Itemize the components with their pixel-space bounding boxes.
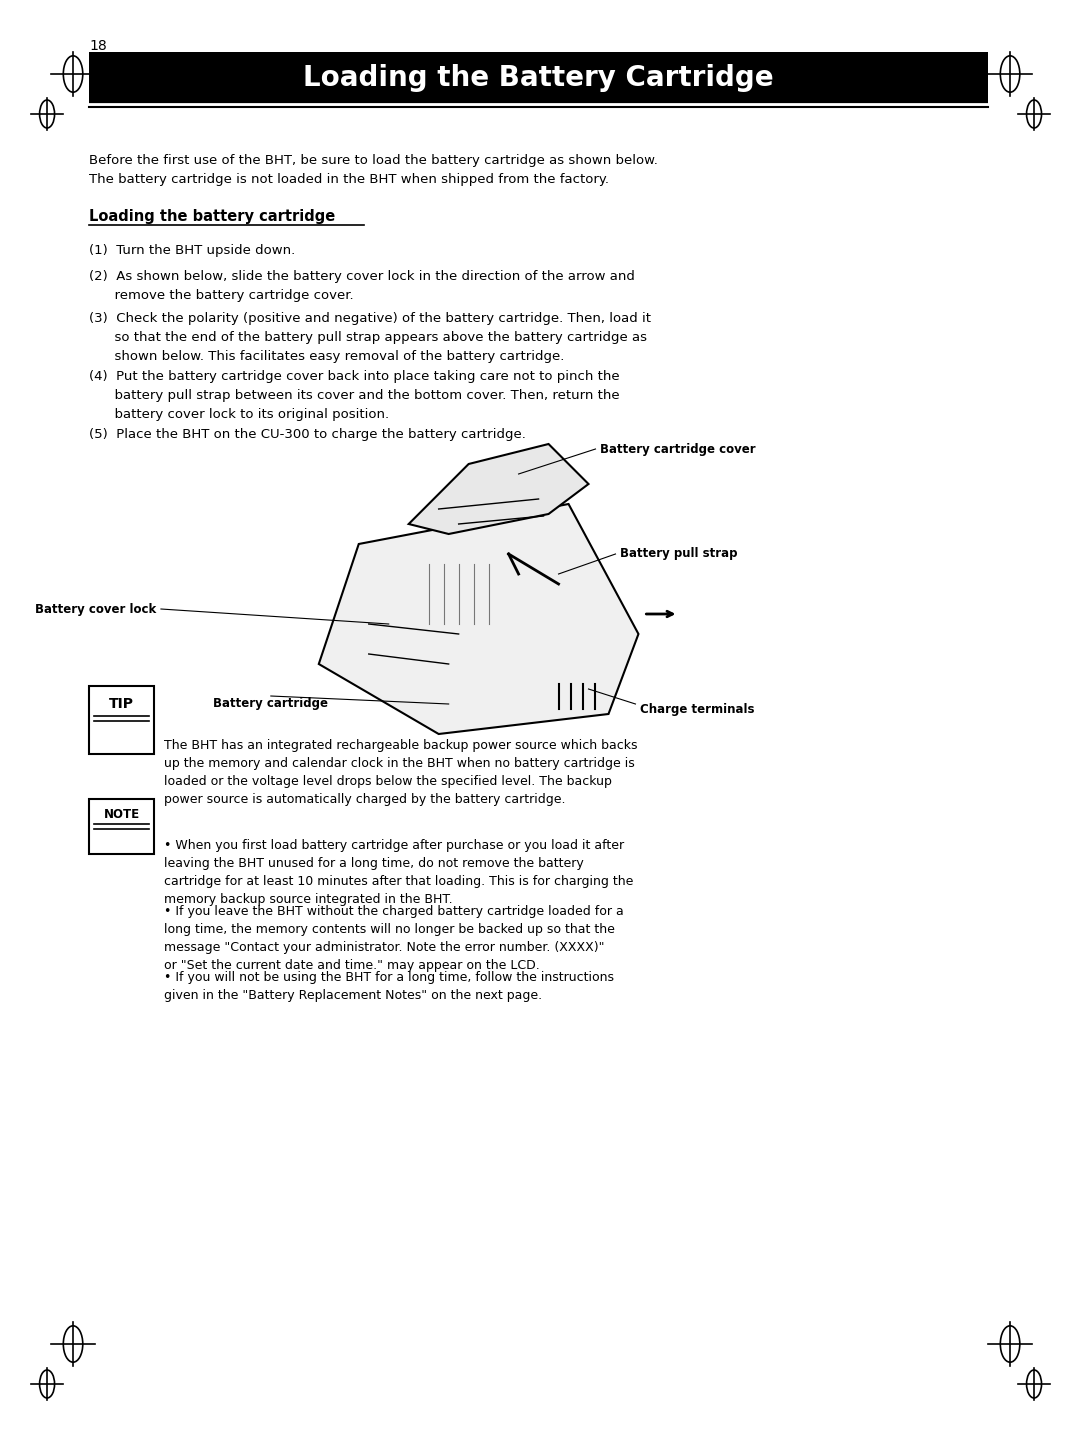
Text: Loading the battery cartridge: Loading the battery cartridge — [89, 209, 336, 224]
Text: (4)  Put the battery cartridge cover back into place taking care not to pinch th: (4) Put the battery cartridge cover back… — [89, 370, 620, 422]
PathPatch shape — [409, 443, 589, 534]
Bar — [89, 686, 154, 754]
Text: 18: 18 — [89, 39, 107, 53]
Text: (1)  Turn the BHT upside down.: (1) Turn the BHT upside down. — [89, 244, 295, 257]
Text: Charge terminals: Charge terminals — [640, 702, 755, 715]
Text: • When you first load battery cartridge after purchase or you load it after
leav: • When you first load battery cartridge … — [164, 839, 634, 905]
Text: (2)  As shown below, slide the battery cover lock in the direction of the arrow : (2) As shown below, slide the battery co… — [89, 270, 635, 302]
Text: Battery pull strap: Battery pull strap — [621, 547, 738, 560]
Text: (3)  Check the polarity (positive and negative) of the battery cartridge. Then, : (3) Check the polarity (positive and neg… — [89, 312, 651, 362]
Text: (5)  Place the BHT on the CU-300 to charge the battery cartridge.: (5) Place the BHT on the CU-300 to charg… — [89, 427, 526, 440]
Text: Battery cartridge: Battery cartridge — [213, 697, 328, 710]
Text: Battery cartridge cover: Battery cartridge cover — [600, 442, 756, 455]
Text: Before the first use of the BHT, be sure to load the battery cartridge as shown : Before the first use of the BHT, be sure… — [89, 155, 657, 186]
Text: Loading the Battery Cartridge: Loading the Battery Cartridge — [303, 64, 774, 92]
Text: The BHT has an integrated rechargeable backup power source which backs
up the me: The BHT has an integrated rechargeable b… — [164, 739, 637, 806]
Text: • If you will not be using the BHT for a long time, follow the instructions
give: • If you will not be using the BHT for a… — [164, 970, 614, 1002]
Text: TIP: TIP — [109, 697, 134, 710]
PathPatch shape — [318, 504, 638, 734]
Bar — [89, 799, 154, 853]
Text: NOTE: NOTE — [103, 807, 140, 820]
Bar — [89, 52, 988, 104]
Text: • If you leave the BHT without the charged battery cartridge loaded for a
long t: • If you leave the BHT without the charg… — [164, 905, 624, 972]
Text: Battery cover lock: Battery cover lock — [34, 602, 156, 615]
